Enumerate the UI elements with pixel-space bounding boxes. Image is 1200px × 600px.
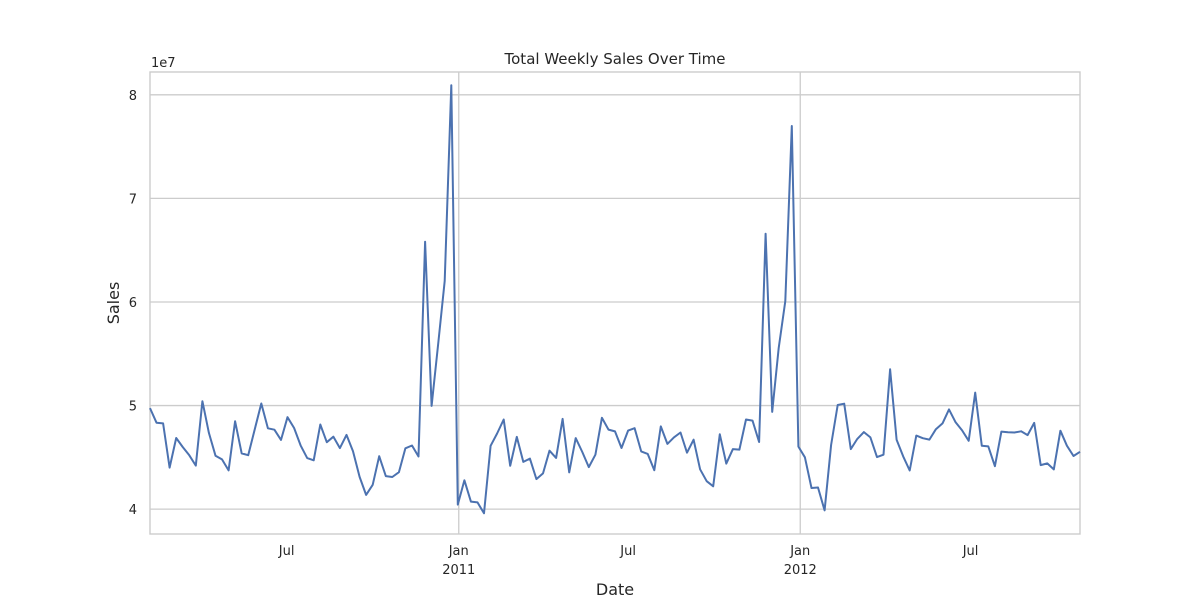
y-tick-label: 5 [129, 400, 137, 415]
y-axis-scale-label: 1e7 [151, 56, 176, 71]
y-tick-label: 4 [129, 503, 137, 518]
y-tick-label: 7 [129, 192, 137, 207]
y-tick-label: 8 [129, 89, 137, 104]
y-gridlines [150, 94, 1080, 510]
x-tick-label: Jan [789, 544, 810, 559]
x-tick-label: Jul [278, 544, 295, 559]
x-tick-year-label: 2012 [784, 563, 817, 578]
y-tick-labels: 4 5 6 7 8 [129, 89, 137, 518]
plot-frame [149, 71, 1081, 535]
x-tick-label: Jan [448, 544, 469, 559]
x-axis-label: Date [596, 580, 634, 599]
x-tick-label: Jul [619, 544, 636, 559]
sales-series-line [149, 84, 1081, 515]
x-tick-labels: Jul Jan 2011 Jul Jan 2012 Jul [278, 544, 979, 578]
x-tick-label: Jul [962, 544, 979, 559]
y-tick-label: 6 [129, 296, 137, 311]
chart-title: Total Weekly Sales Over Time [504, 50, 726, 68]
y-axis-label: Sales [104, 282, 123, 325]
x-tick-year-label: 2011 [442, 563, 475, 578]
x-gridlines [458, 72, 801, 534]
